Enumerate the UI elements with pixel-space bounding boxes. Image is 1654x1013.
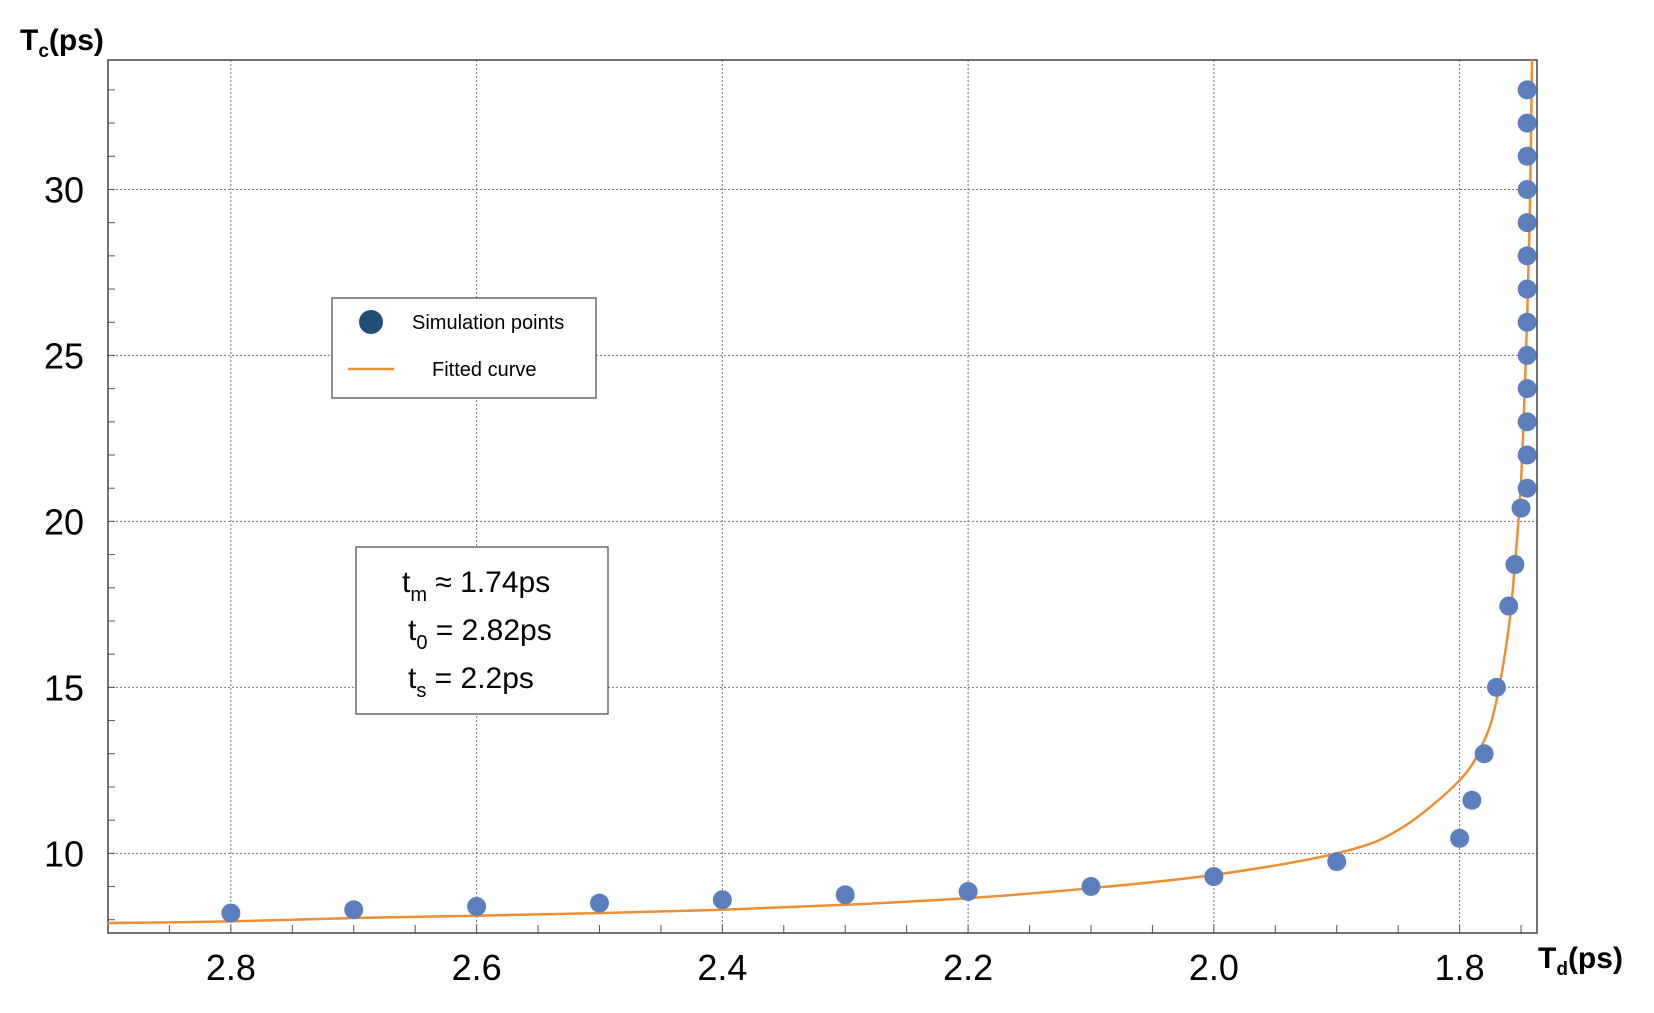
- simulation-point: [1474, 744, 1494, 764]
- simulation-point: [1517, 345, 1537, 365]
- annotation-box: [355, 546, 609, 715]
- gridlines: [108, 60, 1537, 933]
- simulation-point: [958, 882, 978, 902]
- simulation-point: [1517, 246, 1537, 266]
- y-tick-label: 30: [44, 169, 84, 210]
- simulation-point: [1486, 677, 1506, 697]
- x-tick-label: 2.2: [943, 947, 993, 988]
- y-tick-label: 15: [44, 667, 84, 708]
- simulation-point: [1462, 790, 1482, 810]
- annotation-line-ts: ts = 2.2ps: [408, 662, 534, 702]
- annotation-line-tm: tm ≈ 1.74ps: [402, 566, 550, 606]
- simulation-point: [1517, 412, 1537, 432]
- simulation-point: [1517, 113, 1537, 133]
- simulation-point: [221, 903, 241, 923]
- simulation-point: [589, 893, 609, 913]
- simulation-point: [1327, 852, 1347, 872]
- fitted-curve-line: [108, 60, 1534, 925]
- x-tick-label: 2.4: [697, 947, 747, 988]
- legend-label-fitted: Fitted curve: [432, 359, 536, 381]
- simulation-point: [1517, 279, 1537, 299]
- x-tick-label: 2.8: [206, 947, 256, 988]
- simulation-point: [344, 900, 364, 920]
- simulation-point: [1505, 555, 1525, 575]
- simulation-point: [1081, 877, 1101, 897]
- simulation-point: [1450, 828, 1470, 848]
- simulation-point: [1517, 478, 1537, 498]
- simulation-point: [1517, 80, 1537, 100]
- parameter-annotation: tm ≈ 1.74ps t0 = 2.82ps ts = 2.2ps: [355, 546, 609, 715]
- y-tick-labels: 10 15 20 25 30: [44, 169, 84, 874]
- x-axis-title: Td(ps): [1538, 942, 1623, 980]
- minor-ticks: [108, 89, 1522, 933]
- series-layer: [108, 60, 1537, 925]
- y-tick-label: 25: [44, 335, 84, 376]
- simulation-point: [1517, 179, 1537, 199]
- simulation-point: [1499, 596, 1519, 616]
- simulation-point: [467, 896, 487, 916]
- simulation-point: [835, 885, 855, 905]
- simulation-point: [712, 890, 732, 910]
- annotation-line-t0: t0 = 2.82ps: [408, 614, 552, 654]
- simulation-point: [1511, 498, 1531, 518]
- simulation-point: [1517, 312, 1537, 332]
- simulation-point: [1204, 867, 1224, 887]
- plot-frame: [107, 59, 1538, 934]
- y-tick-label: 10: [44, 833, 84, 874]
- x-tick-label: 2.0: [1189, 947, 1239, 988]
- x-tick-label: 1.8: [1435, 947, 1485, 988]
- simulation-point: [1517, 213, 1537, 233]
- legend: Simulation points Fitted curve: [331, 297, 597, 399]
- legend-marker-simulation: [359, 310, 383, 334]
- simulation-point: [1517, 379, 1537, 399]
- y-axis-title: Tc(ps): [20, 24, 104, 62]
- x-tick-labels: 2.8 2.6 2.4 2.2 2.0 1.8: [206, 947, 1485, 988]
- simulation-point: [1517, 445, 1537, 465]
- legend-label-simulation: Simulation points: [412, 312, 564, 334]
- x-tick-label: 2.6: [452, 947, 502, 988]
- simulation-point: [1517, 146, 1537, 166]
- y-tick-label: 20: [44, 501, 84, 542]
